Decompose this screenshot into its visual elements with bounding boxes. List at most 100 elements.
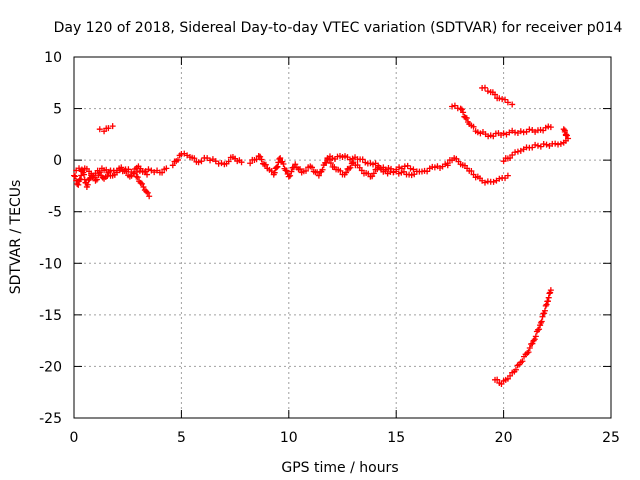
data-point bbox=[541, 307, 548, 314]
data-point bbox=[275, 159, 282, 166]
data-point bbox=[347, 164, 354, 171]
y-tick-label: 5 bbox=[53, 102, 62, 118]
data-point bbox=[195, 159, 202, 166]
data-point bbox=[544, 298, 551, 305]
series-seg-arc bbox=[324, 152, 451, 179]
x-tick-label: 20 bbox=[495, 430, 513, 446]
data-point bbox=[494, 376, 501, 383]
data-point bbox=[496, 175, 503, 182]
data-point bbox=[262, 161, 269, 168]
data-point bbox=[547, 124, 554, 131]
data-point bbox=[470, 123, 477, 130]
data-point bbox=[308, 164, 315, 171]
y-tick-label: -5 bbox=[48, 205, 62, 221]
data-point bbox=[484, 88, 491, 95]
data-point bbox=[545, 294, 552, 301]
data-point bbox=[540, 140, 547, 147]
x-tick-label: 0 bbox=[70, 430, 79, 446]
data-point bbox=[444, 160, 451, 167]
data-point bbox=[410, 166, 417, 173]
data-point bbox=[539, 313, 546, 320]
data-point bbox=[139, 180, 146, 187]
series-seg-bump bbox=[444, 155, 511, 186]
data-point bbox=[529, 144, 536, 151]
data-point bbox=[504, 99, 511, 106]
data-point bbox=[283, 167, 290, 174]
y-tick-label: -20 bbox=[39, 359, 62, 375]
data-point bbox=[525, 349, 532, 356]
data-point bbox=[292, 161, 299, 168]
series-seg-early-high bbox=[73, 163, 151, 180]
data-point bbox=[526, 126, 533, 133]
data-point bbox=[519, 358, 526, 365]
data-point bbox=[140, 184, 147, 191]
data-point bbox=[76, 165, 83, 172]
data-point bbox=[552, 140, 559, 147]
data-point bbox=[145, 166, 152, 173]
data-point bbox=[174, 156, 181, 163]
y-axis-label: SDTVAR / TECUs bbox=[8, 180, 24, 295]
data-point bbox=[509, 151, 516, 158]
data-point bbox=[92, 177, 99, 184]
data-point bbox=[407, 165, 414, 172]
data-point bbox=[524, 350, 531, 357]
y-tick-label: -15 bbox=[39, 308, 62, 324]
data-point bbox=[78, 166, 85, 173]
series-seg-day-a bbox=[169, 150, 245, 169]
data-point bbox=[557, 140, 564, 147]
data-point bbox=[468, 167, 475, 174]
data-point bbox=[388, 165, 395, 172]
data-point bbox=[534, 142, 541, 149]
data-point bbox=[512, 149, 519, 156]
chart-title: Day 120 of 2018, Sidereal Day-to-day VTE… bbox=[54, 20, 623, 36]
series-seg-blip bbox=[96, 123, 116, 135]
data-point bbox=[86, 175, 93, 182]
data-point bbox=[274, 163, 281, 170]
series-seg-fall bbox=[449, 102, 554, 140]
data-point bbox=[345, 165, 352, 172]
data-point bbox=[343, 169, 350, 176]
data-point bbox=[529, 340, 536, 347]
data-point bbox=[358, 167, 365, 174]
series-seg-low bbox=[492, 287, 554, 387]
data-point bbox=[123, 168, 130, 175]
data-point bbox=[512, 366, 519, 373]
data-point bbox=[84, 181, 91, 188]
x-tick-label: 25 bbox=[602, 430, 620, 446]
data-point bbox=[285, 173, 292, 180]
data-point bbox=[169, 162, 176, 169]
x-tick-label: 10 bbox=[280, 430, 298, 446]
data-point bbox=[105, 169, 112, 176]
y-tick-label: -10 bbox=[39, 256, 62, 272]
data-point bbox=[460, 109, 467, 116]
data-point bbox=[526, 344, 533, 351]
data-point bbox=[258, 156, 265, 163]
data-point bbox=[271, 169, 278, 176]
data-point bbox=[287, 172, 294, 179]
data-point bbox=[517, 128, 524, 135]
data-point bbox=[93, 176, 100, 183]
data-point bbox=[81, 171, 88, 178]
grid-lines bbox=[74, 57, 611, 418]
data-point bbox=[207, 157, 214, 164]
data-point bbox=[75, 181, 82, 188]
data-point bbox=[500, 130, 507, 137]
data-point bbox=[134, 174, 141, 181]
data-point bbox=[531, 336, 538, 343]
data-point bbox=[198, 158, 205, 165]
data-point bbox=[504, 172, 511, 179]
data-point bbox=[159, 169, 166, 176]
data-point bbox=[273, 164, 280, 171]
data-point bbox=[507, 372, 514, 379]
data-point bbox=[130, 170, 137, 177]
data-point bbox=[396, 164, 403, 171]
data-point bbox=[496, 95, 503, 102]
data-point bbox=[481, 179, 488, 186]
data-point bbox=[498, 380, 505, 387]
data-point bbox=[111, 171, 118, 178]
data-point bbox=[118, 164, 125, 171]
data-point bbox=[463, 115, 470, 122]
data-point bbox=[532, 141, 539, 148]
data-point bbox=[561, 127, 568, 134]
x-tick-label: 5 bbox=[177, 430, 186, 446]
